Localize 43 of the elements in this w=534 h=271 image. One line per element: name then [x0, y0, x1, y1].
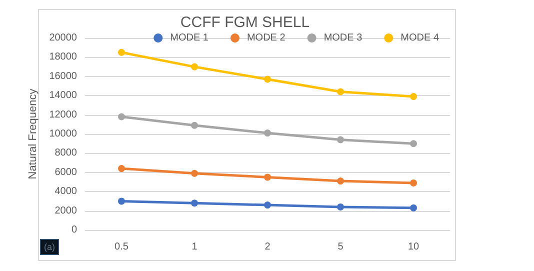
x-tick-label: 10	[408, 242, 420, 252]
legend-label: MODE 2	[246, 32, 286, 44]
point	[410, 179, 417, 186]
point	[118, 48, 125, 56]
point	[118, 165, 125, 172]
y-tick-label: 6000	[54, 166, 78, 178]
point	[337, 136, 344, 144]
point	[337, 88, 344, 96]
y-tick-label: 18000	[49, 52, 78, 63]
y-tick-label: 16000	[49, 70, 78, 82]
legend-label: MODE 3	[324, 32, 363, 44]
y-axis-title: Natural Frequency	[26, 88, 39, 180]
y-tick-label: 8000	[54, 148, 78, 159]
point	[264, 174, 271, 181]
point	[191, 170, 198, 177]
y-tick-label: 20000	[49, 32, 78, 44]
y-tick-label: 2000	[54, 205, 78, 216]
point	[191, 200, 198, 207]
legend-label: MODE 4	[400, 32, 440, 44]
y-tick-label: 14000	[49, 90, 78, 102]
x-tick-label: 1	[192, 242, 198, 252]
x-tick-label: 0.5	[114, 242, 129, 252]
point	[410, 140, 417, 148]
point	[264, 130, 271, 137]
y-tick-label: 0	[71, 224, 78, 236]
y-tick-label: 10000	[49, 128, 78, 140]
point	[118, 113, 125, 120]
chart-title: CCFF FGM SHELL	[180, 14, 310, 31]
point	[118, 198, 125, 205]
x-tick-label: 5	[338, 242, 344, 252]
point	[191, 122, 198, 129]
point	[191, 63, 198, 70]
legend-label: MODE 1	[170, 32, 209, 44]
x-tick-label: 2	[264, 242, 271, 252]
point	[264, 76, 271, 83]
point	[410, 204, 417, 212]
point	[410, 93, 417, 100]
y-tick-label: 12000	[49, 109, 78, 120]
y-tick-label: 4000	[54, 186, 78, 198]
point	[337, 203, 344, 210]
text: (a)	[40, 239, 59, 255]
point	[264, 202, 271, 209]
point	[337, 178, 344, 185]
